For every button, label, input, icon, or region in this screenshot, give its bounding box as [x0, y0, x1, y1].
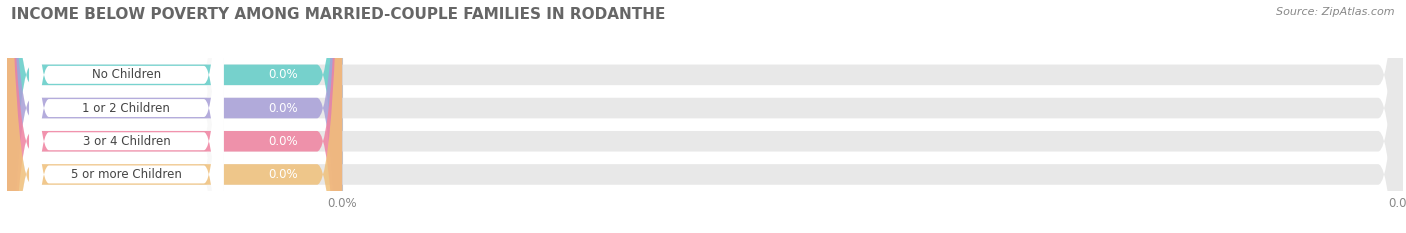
FancyBboxPatch shape	[7, 0, 1403, 233]
Text: INCOME BELOW POVERTY AMONG MARRIED-COUPLE FAMILIES IN RODANTHE: INCOME BELOW POVERTY AMONG MARRIED-COUPL…	[11, 7, 665, 22]
FancyBboxPatch shape	[30, 0, 224, 233]
FancyBboxPatch shape	[7, 0, 224, 233]
FancyBboxPatch shape	[30, 0, 224, 233]
FancyBboxPatch shape	[7, 0, 224, 233]
Text: Source: ZipAtlas.com: Source: ZipAtlas.com	[1277, 7, 1395, 17]
FancyBboxPatch shape	[7, 0, 342, 233]
FancyBboxPatch shape	[7, 0, 224, 233]
FancyBboxPatch shape	[7, 0, 342, 233]
Text: 0.0%: 0.0%	[269, 68, 298, 81]
Text: 0.0%: 0.0%	[269, 102, 298, 115]
Text: 5 or more Children: 5 or more Children	[70, 168, 181, 181]
Text: 3 or 4 Children: 3 or 4 Children	[83, 135, 170, 148]
FancyBboxPatch shape	[7, 0, 1403, 233]
FancyBboxPatch shape	[30, 0, 224, 233]
FancyBboxPatch shape	[7, 0, 342, 233]
Text: 0.0%: 0.0%	[269, 168, 298, 181]
FancyBboxPatch shape	[7, 0, 342, 233]
FancyBboxPatch shape	[7, 0, 224, 233]
FancyBboxPatch shape	[7, 0, 1403, 233]
Text: No Children: No Children	[91, 68, 160, 81]
FancyBboxPatch shape	[30, 0, 224, 233]
FancyBboxPatch shape	[7, 0, 1403, 233]
Text: 1 or 2 Children: 1 or 2 Children	[83, 102, 170, 115]
Text: 0.0%: 0.0%	[269, 135, 298, 148]
